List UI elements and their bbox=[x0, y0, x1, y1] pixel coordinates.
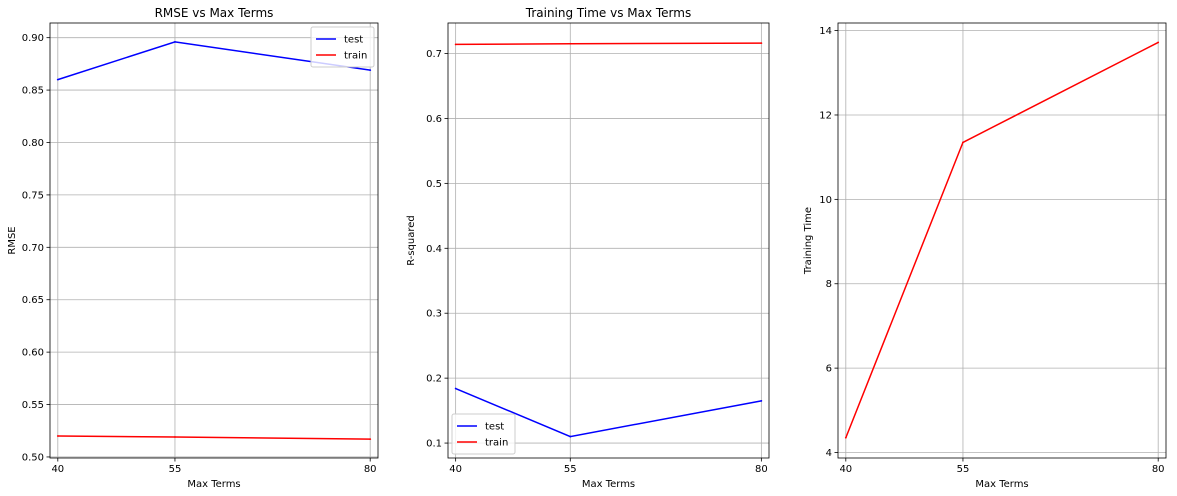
y-tick-label: 4 bbox=[826, 448, 832, 459]
x-tick-label: 80 bbox=[755, 464, 768, 475]
x-tick-label: 55 bbox=[564, 464, 577, 475]
plot-area-frame bbox=[49, 22, 379, 459]
data-point bbox=[174, 436, 176, 438]
x-tick-label: 55 bbox=[957, 464, 970, 475]
y-tick-label: 0.6 bbox=[426, 114, 442, 125]
y-tick-label: 0.50 bbox=[22, 452, 44, 463]
legend-label-test: test bbox=[485, 422, 504, 433]
data-point bbox=[1157, 41, 1160, 44]
y-tick-label: 0.5 bbox=[426, 179, 442, 190]
y-tick-label: 0.3 bbox=[426, 309, 442, 320]
data-point bbox=[760, 399, 763, 402]
y-tick-label: 0.90 bbox=[22, 33, 44, 44]
data-point bbox=[962, 141, 964, 144]
y-tick-label: 0.65 bbox=[22, 295, 44, 306]
y-tick-label: 10 bbox=[819, 195, 832, 206]
series-line-train bbox=[455, 42, 762, 46]
data-point bbox=[56, 435, 59, 437]
x-tick-label: 40 bbox=[449, 464, 462, 475]
plot-area-frame bbox=[447, 22, 770, 459]
data-point bbox=[569, 435, 572, 438]
legend-label-train: train bbox=[485, 438, 508, 449]
y-tick-label: 0.80 bbox=[22, 138, 44, 149]
plot-area-frame bbox=[837, 22, 1167, 459]
x-axis-label: Max Terms bbox=[975, 479, 1028, 490]
y-axis-label: Training Time bbox=[803, 207, 814, 275]
x-tick-label: 40 bbox=[839, 464, 852, 475]
chart-title: Training Time vs Max Terms bbox=[525, 6, 691, 20]
x-tick-label: 40 bbox=[51, 464, 64, 475]
y-tick-label: 0.75 bbox=[22, 190, 44, 201]
data-point bbox=[454, 387, 457, 390]
data-point bbox=[569, 42, 572, 45]
x-tick-label: 80 bbox=[1152, 464, 1165, 475]
data-point bbox=[454, 43, 457, 46]
data-point bbox=[369, 69, 372, 72]
x-axis-label: Max Terms bbox=[582, 479, 635, 490]
chart-panel-1: 40 55 80 0.50 0.55 0.60 0.65 0.70 0.75 0.80 0.85 0.… bbox=[7, 6, 379, 490]
x-tick-label: 55 bbox=[169, 464, 182, 475]
y-tick-label: 0.1 bbox=[426, 439, 442, 450]
chart-title: RMSE vs Max Terms bbox=[155, 6, 274, 20]
y-tick-label: 0.55 bbox=[22, 400, 44, 411]
y-tick-label: 0.7 bbox=[426, 49, 442, 60]
x-tick-label: 80 bbox=[364, 464, 377, 475]
series-line-value bbox=[845, 41, 1159, 439]
y-tick-label: 6 bbox=[826, 364, 832, 375]
y-axis-label: R-squared bbox=[406, 215, 417, 266]
legend-box bbox=[451, 413, 516, 455]
y-tick-label: 0.2 bbox=[426, 374, 442, 385]
data-point bbox=[369, 438, 372, 441]
y-axis-label: RMSE bbox=[7, 226, 18, 254]
data-point bbox=[844, 436, 847, 439]
y-tick-label: 0.70 bbox=[22, 243, 44, 254]
legend-label-train: train bbox=[344, 51, 367, 62]
y-tick-label: 14 bbox=[819, 26, 832, 37]
x-axis-label: Max Terms bbox=[187, 479, 240, 490]
chart-panel-3: 40 55 80 4 6 8 10 12 14 Max Terms Training Time bbox=[803, 22, 1167, 490]
series-line-train bbox=[57, 435, 371, 440]
y-tick-label: 12 bbox=[819, 110, 832, 121]
y-tick-label: 0.85 bbox=[22, 86, 44, 97]
chart-panel-2: 40 55 80 0.1 0.2 0.3 0.4 0.5 0.6 0.7 Training Time… bbox=[406, 6, 770, 490]
data-point bbox=[760, 42, 763, 45]
legend-label-test: test bbox=[344, 35, 363, 46]
y-tick-label: 0.60 bbox=[22, 348, 44, 359]
legend-box bbox=[310, 26, 375, 68]
y-tick-label: 0.4 bbox=[426, 244, 442, 255]
legend: test train bbox=[310, 26, 375, 68]
y-tick-label: 8 bbox=[826, 279, 832, 290]
data-point bbox=[174, 40, 176, 43]
legend: test train bbox=[451, 413, 516, 455]
data-point bbox=[56, 78, 59, 81]
